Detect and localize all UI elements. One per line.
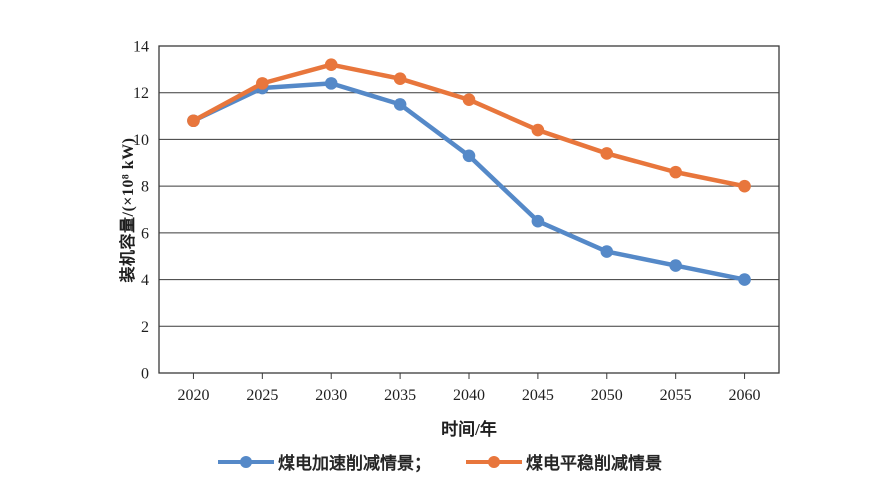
x-tick-label: 2040: [453, 387, 485, 404]
series-point-0: [669, 259, 682, 272]
series-point-0: [531, 214, 545, 228]
x-tick-label: 2045: [522, 387, 554, 404]
x-axis-title: 时间/年: [441, 420, 497, 439]
y-tick-label: 14: [133, 39, 149, 56]
series-point-0: [462, 149, 476, 163]
series-point-1: [187, 114, 200, 128]
series-point-1: [324, 58, 338, 71]
y-tick-label: 12: [133, 85, 149, 102]
legend: 煤电加速削减情景； 煤电平稳削减情景: [0, 449, 879, 474]
x-tick-label: 2055: [660, 387, 692, 404]
series-point-0: [600, 245, 614, 258]
series-point-0: [393, 98, 407, 111]
y-axis-title: 装机容量/(×10⁸ kW): [120, 137, 137, 283]
series-point-0: [324, 77, 338, 90]
x-tick-label: 2050: [591, 387, 623, 404]
series-point-1: [462, 93, 476, 107]
legend-label-steady-reduction: 煤电平稳削减情景: [526, 454, 662, 473]
series-point-0: [738, 273, 751, 286]
series-point-1: [393, 72, 407, 85]
line-marker-icon: [218, 455, 274, 468]
y-tick-label: 2: [141, 319, 149, 336]
series-line-0: [191, 81, 747, 282]
x-tick-label: 2035: [384, 387, 416, 404]
y-tick-label: 4: [141, 272, 149, 289]
x-tick-label: 2020: [177, 387, 209, 404]
x-tick-label: 2060: [729, 387, 761, 404]
series-point-1: [531, 123, 545, 137]
y-tick-label: 10: [133, 132, 149, 149]
legend-item-accelerated-reduction: 煤电加速削减情景；: [217, 449, 431, 474]
legend-item-steady-reduction: 煤电平稳削减情景: [465, 449, 662, 474]
series-point-1: [256, 77, 269, 90]
x-tick-label: 2030: [315, 387, 347, 404]
series-point-1: [669, 165, 682, 179]
series-point-1: [738, 179, 751, 193]
y-tick-label: 8: [141, 179, 149, 196]
legend-label-accelerated-reduction: 煤电加速削减情景；: [278, 454, 431, 473]
series-point-1: [600, 147, 614, 160]
x-tick-label: 2025: [246, 387, 278, 404]
y-tick-label: 0: [141, 366, 149, 383]
y-tick-label: 6: [141, 225, 149, 242]
series-line-1: [191, 62, 747, 189]
line-marker-icon: [466, 455, 522, 468]
